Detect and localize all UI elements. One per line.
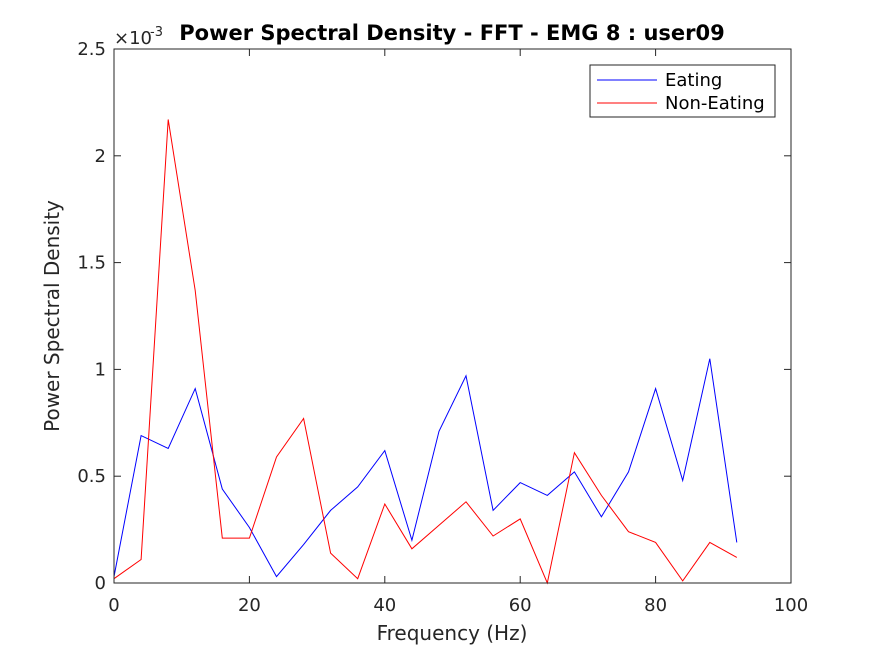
y-tick-label: 0 <box>95 573 106 594</box>
y-tick-label: 1.5 <box>77 253 106 274</box>
axes-box <box>113 48 792 584</box>
y-exponent-label: ×10 <box>114 28 152 49</box>
plot-area <box>114 49 791 583</box>
series-line-non-eating <box>113 119 738 585</box>
axes-layer: 0 20 40 60 80 100 0 0.5 1 1.5 2 2.5 <box>77 39 808 616</box>
x-tick-label: 20 <box>238 595 261 616</box>
y-axis-label: Power Spectral Density <box>40 200 64 432</box>
y-tick-label: 2 <box>95 146 106 167</box>
series-layer <box>113 119 738 585</box>
x-tick-label: 60 <box>509 595 532 616</box>
legend-box <box>589 64 776 118</box>
y-exponent-power: -3 <box>150 25 163 40</box>
y-tick-label: 1 <box>95 359 106 380</box>
x-tick-label: 40 <box>373 595 396 616</box>
chart-title: Power Spectral Density - FFT - EMG 8 : u… <box>179 21 725 45</box>
x-tick-label: 100 <box>774 595 808 616</box>
x-axis-label: Frequency (Hz) <box>377 621 528 645</box>
y-tick-label: 0.5 <box>77 466 106 487</box>
y-tick-label: 2.5 <box>77 39 106 60</box>
series-line-eating <box>113 358 738 578</box>
x-tick-label: 80 <box>644 595 667 616</box>
x-tick-label: 0 <box>108 595 119 616</box>
legend: Eating Non-Eating <box>589 64 776 118</box>
legend-label-non-eating: Non-Eating <box>665 93 765 114</box>
legend-label-eating: Eating <box>665 70 722 91</box>
